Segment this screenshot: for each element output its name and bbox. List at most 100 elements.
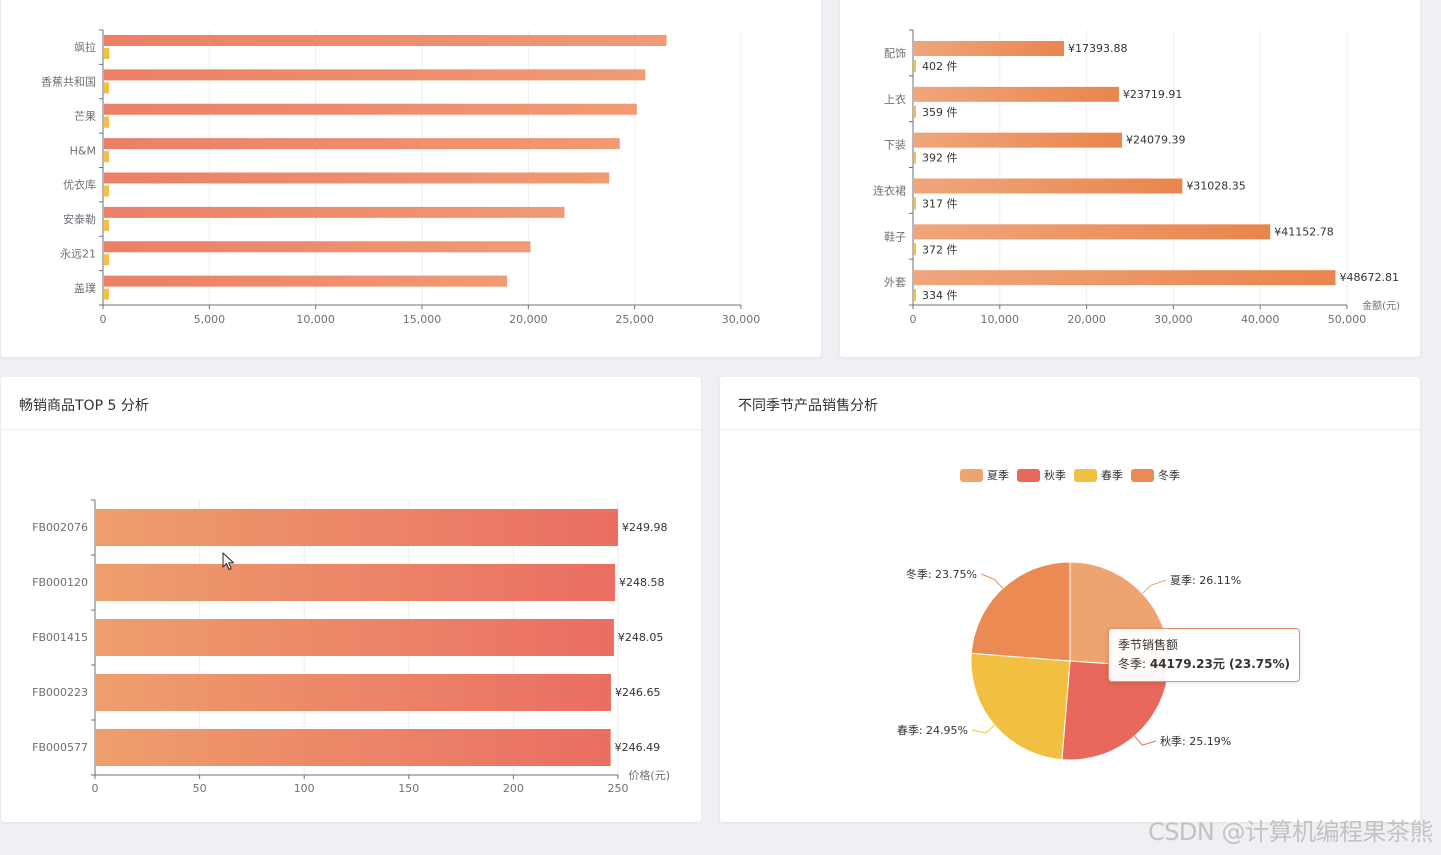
x-tick-label: 25,000 — [615, 313, 654, 326]
y-tick-label: 安泰勒 — [63, 212, 96, 226]
amount-label: ¥48672.81 — [1339, 271, 1399, 284]
legend-label: 春季 — [1101, 469, 1123, 482]
legend-label: 冬季 — [1158, 468, 1180, 482]
tooltip-title: 季节销售额 — [1118, 638, 1179, 652]
amount-label: ¥23719.91 — [1123, 88, 1183, 101]
pie-label: 夏季: 26.11% — [1170, 574, 1241, 587]
y-tick-label: H&M — [70, 144, 96, 157]
product-price-label: ¥249.98 — [622, 521, 668, 534]
amount-label: ¥24079.39 — [1126, 134, 1186, 147]
y-tick-label: 芒果 — [74, 110, 96, 123]
quantity-bar — [914, 289, 916, 302]
quantity-label: 402 件 — [922, 60, 958, 73]
y-tick-label: 盖璞 — [74, 281, 96, 295]
pie-label: 春季: 24.95% — [897, 724, 968, 737]
legend-swatch — [1131, 469, 1154, 482]
amount-bar — [914, 178, 1183, 194]
sales-bar — [104, 172, 610, 184]
y-tick-label: 连衣裙 — [873, 184, 906, 198]
volume-bar — [104, 219, 109, 231]
x-tick-label: 20,000 — [509, 313, 548, 326]
x-tick-label: 10,000 — [296, 313, 335, 326]
x-tick-label: 30,000 — [722, 313, 761, 326]
y-tick-label: 香蕉共和国 — [41, 76, 96, 89]
x-tick-label: 15,000 — [403, 313, 442, 326]
y-tick-label: 永远21 — [60, 246, 96, 260]
x-tick-label: 200 — [503, 782, 524, 795]
volume-bar — [104, 116, 109, 128]
y-tick-label: 配饰 — [884, 46, 906, 60]
x-axis-label: 价格(元) — [628, 768, 670, 782]
amount-label: ¥41152.78 — [1274, 225, 1334, 238]
legend-swatch — [1074, 469, 1097, 482]
y-tick-label: 外套 — [884, 276, 906, 289]
x-tick-label: 50 — [193, 782, 207, 795]
y-tick-label: 下装 — [884, 139, 906, 152]
x-tick-label: 20,000 — [1067, 313, 1106, 326]
pie-leader-line — [1134, 735, 1157, 746]
y-tick-label: FB000577 — [32, 741, 88, 754]
x-tick-label: 30,000 — [1154, 313, 1193, 326]
product-bar — [96, 674, 611, 711]
amount-bar — [914, 86, 1119, 102]
product-bar — [96, 564, 616, 601]
volume-bar — [104, 288, 109, 300]
x-tick-label: 40,000 — [1241, 313, 1280, 326]
tooltip-value: 44179.23元 (23.75%) — [1149, 657, 1290, 671]
y-tick-label: 优衣库 — [63, 178, 96, 192]
mouse-cursor-icon — [222, 552, 235, 571]
sales-bar — [104, 241, 531, 253]
sales-bar — [104, 35, 667, 46]
product-bar — [96, 619, 614, 656]
x-tick-label: 100 — [294, 782, 315, 795]
sales-bar — [104, 69, 646, 81]
pie-leader-line — [971, 724, 995, 734]
pie-slice — [970, 652, 1071, 761]
x-tick-label: 0 — [910, 313, 917, 326]
top5-products-card: 畅销商品TOP 5 分析 0 50 100 150 200 250 价格(元) ¥249.98… — [1, 377, 701, 822]
quantity-bar — [914, 243, 916, 256]
quantity-label: 372 件 — [922, 243, 958, 256]
tooltip-line: 冬季: 44179.23元 (23.75%) — [1118, 655, 1290, 674]
quantity-label: 334 件 — [922, 289, 958, 302]
product-price-label: ¥246.65 — [615, 686, 661, 699]
x-tick-label: 50,000 — [1328, 313, 1367, 326]
y-tick-label: FB002076 — [32, 521, 88, 534]
amount-bar — [914, 270, 1336, 286]
sales-bar — [104, 138, 620, 150]
x-tick-label: 250 — [608, 782, 629, 795]
amount-bar — [914, 41, 1064, 56]
pie-tooltip: 季节销售额 冬季: 44179.23元 (23.75%) — [1108, 628, 1300, 682]
x-tick-label: 150 — [398, 782, 419, 795]
quantity-label: 392 件 — [922, 152, 958, 165]
sales-bar — [104, 206, 565, 218]
brand-sales-chart: 0 5,000 10,000 15,000 20,000 25,000 30,000 飒拉香蕉… — [41, 29, 761, 326]
volume-bar — [104, 151, 109, 163]
x-tick-label: 5,000 — [194, 313, 226, 326]
quantity-bar — [914, 151, 916, 164]
top5-title: 畅销商品TOP 5 分析 — [19, 398, 149, 414]
y-tick-label: FB001415 — [32, 631, 88, 644]
product-price-label: ¥246.49 — [615, 741, 661, 754]
quantity-bar — [914, 60, 916, 72]
volume-bar — [104, 82, 109, 94]
y-tick-label: FB000120 — [32, 576, 88, 589]
season-title: 不同季节产品销售分析 — [738, 398, 878, 414]
product-bar — [96, 509, 618, 546]
watermark: CSDN @计算机编程果茶熊 — [1147, 818, 1434, 846]
y-tick-label: 鞋子 — [884, 229, 906, 243]
legend-label: 夏季 — [987, 469, 1009, 482]
amount-bar — [914, 132, 1123, 148]
volume-bar — [104, 48, 110, 59]
sales-bar — [104, 103, 637, 115]
x-tick-label: 0 — [92, 782, 99, 795]
product-price-label: ¥248.05 — [618, 631, 664, 644]
pie-slice — [1061, 660, 1170, 761]
product-bar — [96, 729, 611, 766]
pie-leader-line — [980, 573, 1004, 589]
quantity-label: 317 件 — [922, 198, 958, 211]
sales-bar — [104, 275, 508, 287]
volume-bar — [104, 185, 109, 197]
